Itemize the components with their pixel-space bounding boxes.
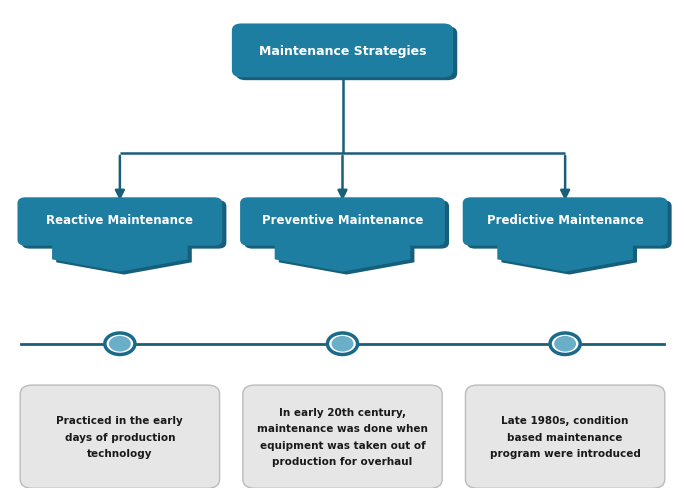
FancyBboxPatch shape: [232, 24, 453, 78]
Circle shape: [332, 336, 353, 352]
FancyBboxPatch shape: [21, 201, 226, 249]
Polygon shape: [497, 240, 633, 272]
Text: Predictive Maintenance: Predictive Maintenance: [487, 214, 643, 226]
Text: Reactive Maintenance: Reactive Maintenance: [47, 214, 193, 226]
Polygon shape: [52, 240, 188, 272]
Polygon shape: [279, 243, 414, 275]
Text: In early 20th century,
maintenance was done when
equipment was taken out of
prod: In early 20th century, maintenance was d…: [257, 407, 428, 467]
Text: Practiced in the early
days of production
technology: Practiced in the early days of productio…: [56, 415, 184, 458]
Polygon shape: [275, 240, 410, 272]
FancyBboxPatch shape: [240, 198, 445, 246]
FancyBboxPatch shape: [17, 198, 222, 246]
Circle shape: [105, 333, 135, 355]
Text: Late 1980s, condition
based maintenance
program were introduced: Late 1980s, condition based maintenance …: [490, 415, 640, 458]
Text: Preventive Maintenance: Preventive Maintenance: [262, 214, 423, 226]
Circle shape: [109, 336, 131, 352]
Circle shape: [554, 336, 576, 352]
FancyBboxPatch shape: [20, 386, 219, 488]
Polygon shape: [56, 243, 192, 275]
FancyBboxPatch shape: [244, 201, 449, 249]
Circle shape: [550, 333, 580, 355]
Circle shape: [327, 333, 358, 355]
FancyBboxPatch shape: [236, 27, 458, 81]
Polygon shape: [501, 243, 637, 275]
FancyBboxPatch shape: [465, 386, 664, 488]
Text: Maintenance Strategies: Maintenance Strategies: [259, 45, 426, 58]
FancyBboxPatch shape: [462, 198, 667, 246]
FancyBboxPatch shape: [242, 386, 442, 488]
FancyBboxPatch shape: [466, 201, 671, 249]
